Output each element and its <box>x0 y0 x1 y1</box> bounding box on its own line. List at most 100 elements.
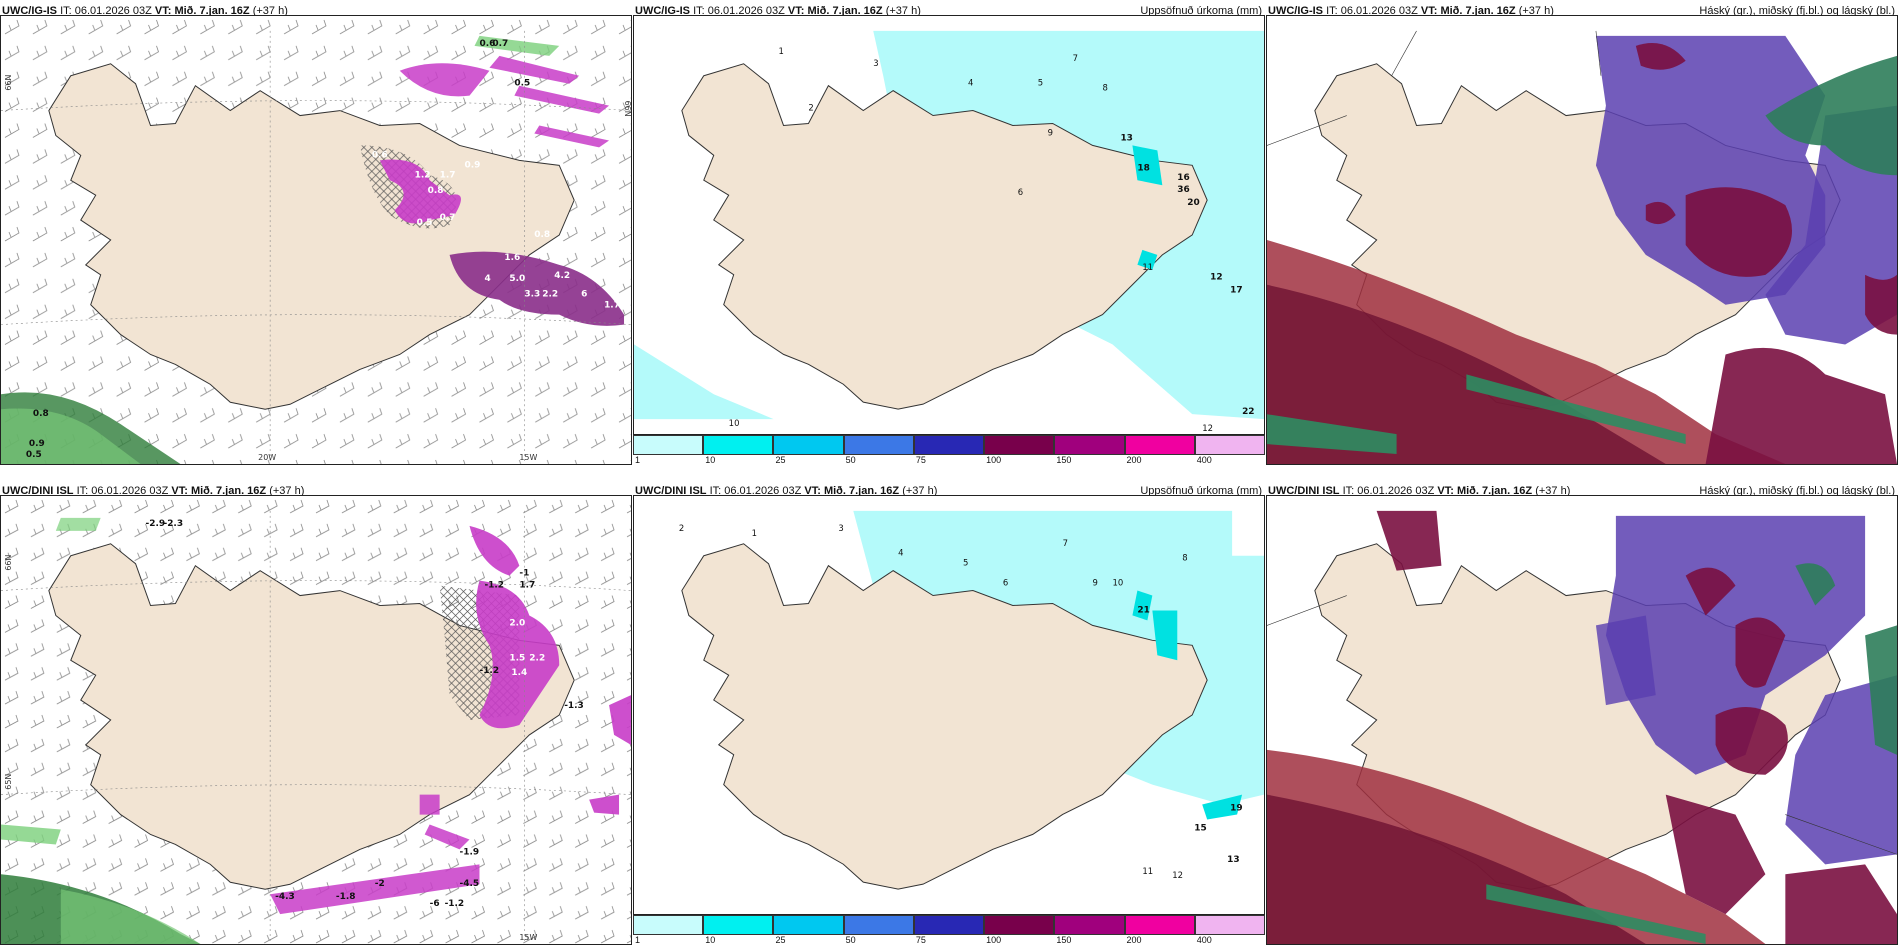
magenta-precip <box>476 580 560 729</box>
low-cloud-area <box>1785 864 1897 944</box>
temp-label: 1.7 <box>440 170 456 180</box>
low-cloud-area <box>1685 567 1736 616</box>
panel-header: UWC/IG-IS IT: 06.01.2026 03Z VT: Mið. 7.… <box>635 5 1262 17</box>
precip-label: 20 <box>1187 198 1199 208</box>
coastline-boundary <box>1595 30 1602 76</box>
legend-tick-label: 25 <box>775 455 786 465</box>
precip-label: 1 <box>779 46 784 56</box>
legend-tick-label: 400 <box>1196 935 1212 945</box>
temp-label: 3.3 <box>524 290 540 300</box>
map-frame: 15W 66N 65N -2.9 -2.3 -1 -1.2 1.7 2.0 1.… <box>0 495 632 945</box>
legend-color-swatch <box>1124 435 1195 455</box>
lat-label-66n: 66N <box>4 555 13 571</box>
legend-color-swatch <box>773 915 844 935</box>
panel-field-title: Uppsöfnuð úrkoma (mm) <box>1140 5 1262 17</box>
temp-label: -6 <box>430 899 440 909</box>
init-time: 06.01.2026 03Z <box>707 5 785 17</box>
panel-field-title: Háský (gr.), miðský (fj.bl.) og lágský (… <box>1699 5 1895 17</box>
model-name: UWC/IG-IS <box>635 5 690 17</box>
lead-time: (+37 h) <box>252 5 288 17</box>
temp-label: 0.7 <box>440 213 456 223</box>
precip-legend: 1 10 25 50 75 100 150 200 400 <box>633 915 1265 945</box>
temp-label: -2 <box>375 879 385 889</box>
parallel-65n <box>1 314 631 325</box>
temp-label: -2.3 <box>163 519 183 529</box>
legend-color-swatch <box>1124 915 1195 935</box>
precip-label: 17 <box>1230 286 1242 296</box>
magenta-precip <box>489 55 580 84</box>
precip-mid-area <box>1132 145 1163 186</box>
legend-color-swatch <box>633 915 704 935</box>
temp-label: -4.3 <box>275 892 295 902</box>
low-cloud-area <box>1645 201 1676 225</box>
temp-label: -1.8 <box>336 892 356 902</box>
model-name: UWC/DINI ISL <box>2 485 74 497</box>
coastline-boundary <box>1391 30 1417 76</box>
temp-label: 0.8 <box>33 409 49 419</box>
lead-time: (+37 h) <box>885 5 921 17</box>
low-cloud-area <box>1715 707 1788 775</box>
map-frame <box>1266 495 1898 945</box>
precip-label: 12 <box>1210 273 1222 283</box>
temp-label: 2.2 <box>529 653 545 663</box>
precip-value-labels: 1 2 3 4 5 6 7 8 9 10 21 19 15 13 11 12 <box>679 523 1243 880</box>
temp-label: 5.0 <box>509 274 525 284</box>
panel-header: UWC/DINI ISL IT: 06.01.2026 03Z VT: Mið.… <box>2 485 305 497</box>
legend-tick-label: 10 <box>705 935 716 945</box>
map-ig-is-clouds <box>1267 30 1897 464</box>
panel-ig-is-clouds: UWC/IG-IS IT: 06.01.2026 03Z VT: Mið. 7.… <box>1266 0 1898 470</box>
temp-label: 0.8 <box>428 186 444 196</box>
temp-label: 4.2 <box>554 271 570 281</box>
legend-tick-label: 100 <box>986 455 1002 465</box>
lat-label-66n: 66N <box>623 101 631 117</box>
temp-label: 0.6 <box>372 150 388 160</box>
high-cloud-area <box>1765 55 1897 176</box>
precip-label: 18 <box>1137 163 1149 173</box>
temp-label: 2.0 <box>509 618 525 628</box>
panel-dini-isl-temperature: UWC/DINI ISL IT: 06.01.2026 03Z VT: Mið.… <box>0 480 632 950</box>
legend-color-swatch <box>984 915 1055 935</box>
temp-label: -1.2 <box>479 666 499 676</box>
panel-header: UWC/IG-IS IT: 06.01.2026 03Z VT: Mið. 7.… <box>1268 5 1895 17</box>
temp-label: 0.5 <box>417 218 433 228</box>
panel-header: UWC/IG-IS IT: 06.01.2026 03Z VT: Mið. 7.… <box>2 5 288 17</box>
precip-label: 8 <box>1103 83 1108 93</box>
precip-label: 3 <box>838 523 843 533</box>
precip-label: 12 <box>1202 423 1213 433</box>
precip-label: 12 <box>1172 870 1183 880</box>
legend-color-swatch <box>843 915 914 935</box>
precip-mid-area <box>1132 590 1153 621</box>
parallel-66n <box>1 580 631 591</box>
temp-label: 1.4 <box>511 668 527 678</box>
valid-time: Mið. 7.jan. 16Z <box>1456 485 1533 497</box>
panel-ig-is-temperature: UWC/IG-IS IT: 06.01.2026 03Z VT: Mið. 7.… <box>0 0 632 470</box>
precip-label: 36 <box>1177 185 1189 195</box>
magenta-precip <box>449 251 625 326</box>
valid-time: Mið. 7.jan. 16Z <box>823 485 900 497</box>
temp-label: -1.3 <box>564 701 584 711</box>
legend-tick-label: 50 <box>845 935 856 945</box>
low-cloud-area <box>1705 347 1897 464</box>
coastline-boundary <box>1267 595 1347 626</box>
map-frame: 20W 15W 66N 66N 0.6 0.7 0.5 0.6 1.2 1.7 … <box>0 15 632 465</box>
panel-field-title: Uppsöfnuð úrkoma (mm) <box>1140 485 1262 497</box>
model-name: UWC/IG-IS <box>2 5 57 17</box>
temp-label: -1 <box>519 569 529 579</box>
mid-cloud-area <box>1785 675 1897 865</box>
precip-label: 22 <box>1242 407 1254 417</box>
precip-label: 21 <box>1137 605 1149 615</box>
init-time: 06.01.2026 03Z <box>1357 485 1435 497</box>
legend-color-swatch <box>913 435 985 455</box>
temp-label: 6 <box>581 290 587 300</box>
temp-label: 0.5 <box>26 450 42 460</box>
magenta-precip <box>469 525 520 576</box>
high-cloud-area <box>1466 374 1686 445</box>
precip-legend: 1 10 25 50 75 100 150 200 400 <box>633 435 1265 465</box>
green-precip-area <box>1 824 61 845</box>
precip-label: 5 <box>1038 78 1043 88</box>
map-dini-isl-clouds <box>1267 510 1897 944</box>
high-cloud-area <box>1267 414 1397 455</box>
legend-color-swatch <box>1194 915 1265 935</box>
legend-color-swatch <box>913 915 985 935</box>
legend-tick-label: 75 <box>915 455 926 465</box>
